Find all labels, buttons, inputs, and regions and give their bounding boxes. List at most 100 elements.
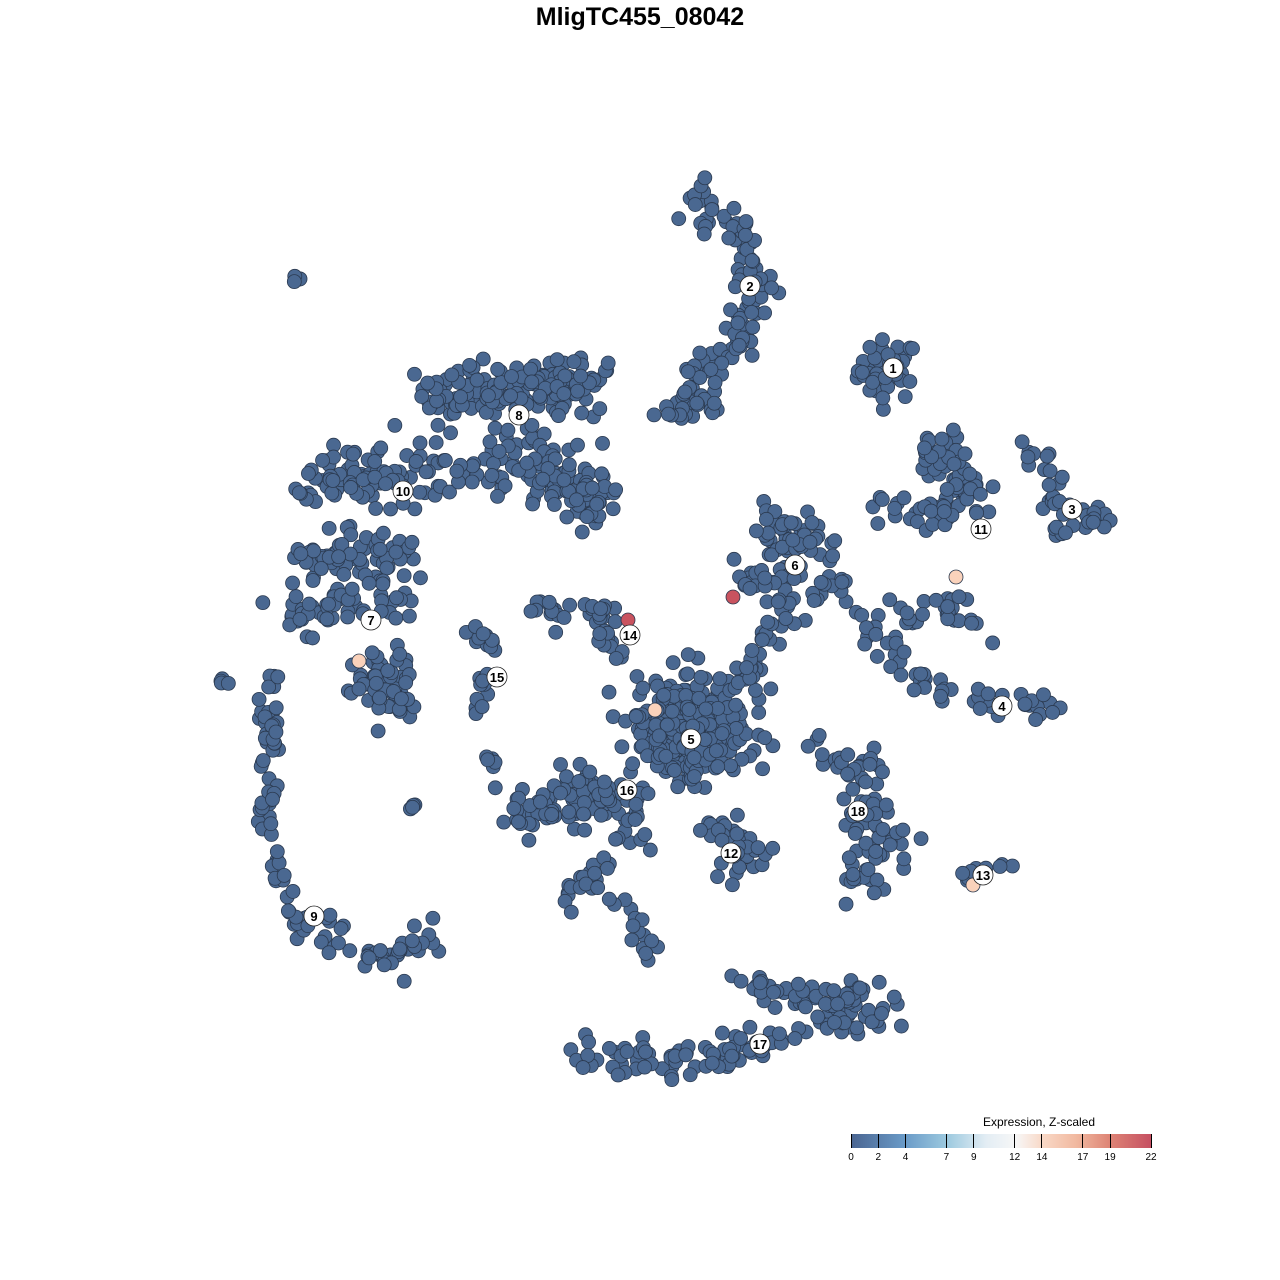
cell-point-cluster-17 — [766, 985, 781, 1000]
cell-point-cluster-4 — [893, 667, 909, 683]
cell-point-cluster-13 — [955, 865, 971, 881]
cell-point-cluster-2 — [707, 375, 723, 390]
cell-point-cluster-10 — [372, 541, 388, 557]
cell-point-cluster-10 — [368, 501, 384, 516]
cell-point-cluster-17 — [830, 996, 846, 1012]
cell-point-cluster-10 — [291, 485, 307, 501]
cell-point-cluster-11 — [928, 592, 944, 608]
cell-point-cluster-16 — [572, 756, 588, 772]
cell-point-cluster-17 — [810, 1009, 826, 1025]
cell-point-cluster-18 — [866, 885, 882, 901]
cell-point-cluster-8 — [504, 369, 519, 384]
cell-point-cluster-17 — [664, 1072, 680, 1088]
cell-point-cluster-4 — [896, 644, 912, 660]
cell-point-cluster-12 — [750, 840, 766, 855]
cell-point-cluster-8 — [592, 401, 608, 416]
cell-point-cluster-8 — [519, 455, 535, 471]
cluster-label-badge — [1061, 498, 1083, 520]
cell-point-cluster-8 — [491, 444, 507, 459]
cluster-label-text: 7 — [367, 613, 374, 628]
cell-point-cluster-4 — [972, 701, 988, 716]
cluster-label-10: 10 — [392, 480, 414, 502]
cell-point-cluster-5 — [635, 680, 651, 696]
colorbar-tick-label: 19 — [1104, 1152, 1116, 1163]
cell-point-cluster-8 — [551, 408, 566, 423]
cell-point-cluster-2 — [646, 407, 662, 423]
cell-point-cluster-17 — [733, 973, 749, 989]
cluster-label-text: 15 — [490, 670, 504, 685]
cluster-label-3: 3 — [1061, 498, 1083, 520]
cell-point-cluster-8 — [594, 466, 610, 482]
cell-point-cluster-7 — [351, 681, 367, 697]
cell-point-cluster-10 — [404, 534, 420, 550]
cluster-label-15: 15 — [486, 666, 508, 688]
cell-point-cluster-7 — [380, 663, 396, 679]
cell-point-cluster-10 — [375, 576, 391, 592]
cell-point-cluster-10 — [408, 454, 424, 469]
cell-point-cluster-3 — [1041, 477, 1057, 493]
cell-point-cluster-6 — [806, 593, 822, 608]
cell-point-cluster-18 — [868, 844, 884, 859]
cell-point-cluster-10 — [288, 589, 304, 604]
cluster-label-text: 18 — [851, 804, 865, 819]
cell-point-cluster-16 — [571, 774, 587, 789]
cluster-label-text: 5 — [687, 732, 694, 747]
cell-point-cluster-10 — [280, 903, 296, 919]
cell-point-cluster-8 — [430, 417, 446, 433]
cluster-label-13: 13 — [972, 864, 994, 886]
cell-point-cluster-8 — [570, 437, 585, 453]
cell-point-cluster-16 — [577, 822, 593, 838]
cell-point-cluster-11 — [936, 504, 952, 519]
cell-point-cluster-3 — [1014, 434, 1030, 450]
cell-point-cluster-3 — [1085, 514, 1101, 530]
cell-point-cluster-17 — [886, 989, 902, 1005]
cell-point-cluster-4 — [1045, 705, 1060, 720]
cell-point-cluster-10 — [396, 568, 412, 584]
cell-point-cluster-17 — [752, 975, 768, 991]
cell-point-cluster-10 — [305, 630, 320, 646]
cell-point-cluster-6 — [834, 574, 850, 590]
cell-point-cluster-11 — [939, 481, 955, 497]
cell-point-cluster-16 — [521, 832, 537, 848]
cell-point-cluster-8 — [574, 524, 590, 540]
cell-point-cluster-5 — [601, 684, 617, 700]
cell-point-cluster-12 — [729, 826, 745, 842]
cell-point-cluster-2 — [757, 305, 772, 321]
cell-point-cluster-9 — [396, 973, 412, 989]
cell-point-cluster-7 — [393, 691, 409, 707]
cell-point-cluster-8 — [608, 482, 624, 498]
cell-point-cluster-8 — [481, 388, 496, 404]
cell-point-cluster-2 — [680, 364, 696, 380]
cell-point-cluster-1 — [905, 341, 920, 356]
colorbar-tick — [850, 1134, 852, 1148]
cell-point-cluster-5 — [691, 690, 707, 706]
cell-point-cluster-3 — [1042, 463, 1058, 479]
cell-point-cluster-17 — [638, 1044, 653, 1060]
cell-point-cluster-5 — [680, 647, 696, 663]
cell-point-cluster-2 — [660, 406, 676, 422]
cell-point-cluster-5 — [664, 703, 680, 719]
cluster-label-badge — [882, 357, 904, 379]
cell-point-cluster-17 — [637, 1059, 653, 1075]
cell-point-cluster-10 — [373, 440, 389, 456]
cell-point-cluster-16 — [625, 918, 641, 934]
cluster-label-18: 18 — [847, 800, 869, 822]
cell-point-cluster-10 — [367, 454, 383, 469]
cell-point-cluster-5 — [651, 728, 667, 744]
cell-point-cluster-10 — [285, 575, 300, 591]
cell-point-cluster-4 — [868, 627, 884, 642]
cell-point-cluster-16 — [582, 764, 598, 780]
cell-point-cluster-16 — [559, 769, 574, 785]
cluster-label-14: 14 — [619, 624, 641, 646]
cell-point-cluster-2 — [723, 302, 738, 318]
cell-point-cluster-6 — [827, 533, 843, 549]
cluster-label-text: 8 — [515, 408, 522, 423]
cell-point-cluster-18 — [896, 851, 912, 867]
cell-point-cluster-5 — [757, 730, 773, 746]
colorbar-tick-label: 0 — [848, 1152, 854, 1163]
cell-point-cluster-11 — [896, 490, 912, 506]
cell-point-cluster-16 — [637, 827, 653, 842]
cell-point-cluster-10 — [378, 476, 393, 492]
cell-point-cluster-5 — [708, 743, 724, 759]
cell-point-cluster-14 — [523, 603, 539, 619]
